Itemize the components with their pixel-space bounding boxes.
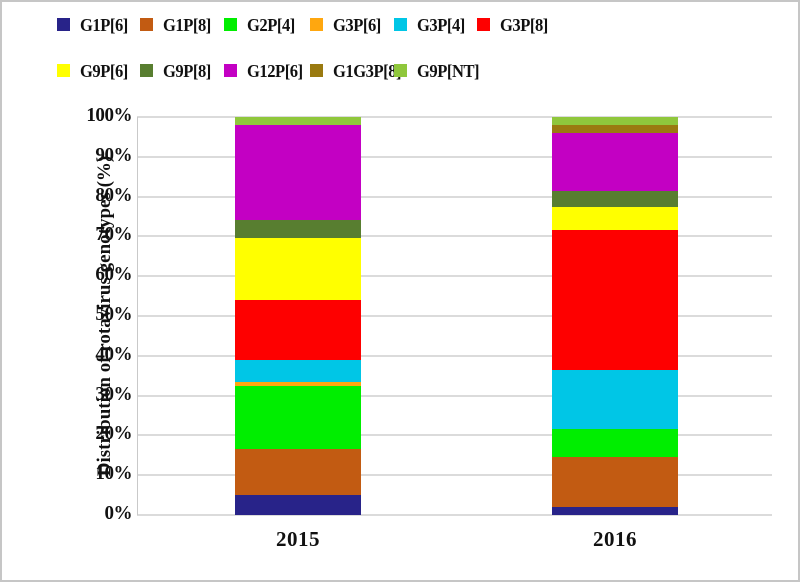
legend-label: G12P[6]	[247, 61, 303, 81]
gridline-90pct	[137, 155, 772, 158]
legend-label: G2P[4]	[247, 15, 295, 35]
bar-segment-2016-G1P[6]	[552, 507, 678, 515]
bar-segment-2016-G12P[6]	[552, 132, 678, 191]
bar-segment-2016-G3P[8]	[552, 230, 678, 370]
bar-segment-2016-G9P[NT]	[552, 117, 678, 125]
gridline-0pct	[137, 514, 772, 516]
gridline-50pct	[137, 315, 772, 317]
y-tick-label-10: 10%	[95, 462, 132, 485]
bar-segment-2015-G3P[8]	[235, 300, 361, 360]
bar-segment-2016-G9P[6]	[552, 206, 678, 231]
legend-label: G1P[8]	[163, 15, 211, 35]
gridline-40pct	[137, 354, 772, 357]
legend-color-swatch	[310, 64, 323, 77]
legend-color-swatch	[477, 18, 490, 31]
y-tick-label-90: 90%	[95, 143, 132, 166]
gridline-30pct	[137, 394, 772, 397]
gridline-70pct	[137, 235, 772, 238]
legend-label: G9P[8]	[163, 61, 211, 81]
gridline-100pct	[137, 116, 772, 118]
bar-segment-2015-G9P[NT]	[235, 117, 361, 125]
y-axis-line	[137, 117, 138, 515]
legend-label: G3P[8]	[500, 15, 548, 35]
y-tick-label-70: 70%	[95, 223, 132, 246]
bar-segment-2015-G1P[8]	[235, 449, 361, 496]
y-tick-label-20: 20%	[95, 422, 132, 445]
legend-label: G3P[6]	[333, 15, 381, 35]
y-tick-label-50: 50%	[95, 303, 132, 325]
gridline-10pct	[137, 474, 772, 477]
y-tick-label-60: 60%	[95, 263, 132, 286]
legend-color-swatch	[310, 18, 323, 31]
legend-color-swatch	[224, 18, 237, 31]
x-tick-label-2016: 2016	[593, 527, 637, 551]
legend-label: G1G3P[8]	[333, 61, 402, 81]
legend-color-swatch	[394, 64, 407, 77]
y-tick-label-30: 30%	[95, 382, 132, 405]
legend-color-swatch	[140, 18, 153, 31]
bar-segment-2015-G2P[4]	[235, 385, 361, 450]
bar-segment-2016-G3P[4]	[552, 369, 678, 430]
bar-segment-2016-G2P[4]	[552, 429, 678, 458]
y-tick-label-80: 80%	[95, 183, 132, 206]
legend-color-swatch	[140, 64, 153, 77]
bar-segment-2016-G1G3P[8]	[552, 124, 678, 133]
stacked-bar-2015	[235, 117, 361, 515]
bar-segment-2015-G3P[4]	[235, 359, 361, 382]
y-tick-label-100: 100%	[86, 104, 132, 126]
gridline-20pct	[137, 434, 772, 437]
legend-color-swatch	[57, 64, 70, 77]
legend-label: G3P[4]	[417, 15, 465, 35]
bar-segment-2015-G3P[6]	[235, 381, 361, 386]
legend-label: G9P[NT]	[417, 61, 480, 81]
bar-segment-2015-G9P[6]	[235, 238, 361, 301]
legend-label: G9P[6]	[80, 61, 128, 81]
stacked-bar-2016	[552, 117, 678, 515]
bar-segment-2016-G9P[8]	[552, 190, 678, 207]
y-tick-label-0: 0%	[104, 502, 132, 524]
gridline-80pct	[137, 195, 772, 198]
legend-color-swatch	[394, 18, 407, 31]
gridline-60pct	[137, 275, 772, 278]
plot-area	[137, 116, 772, 516]
legend-color-swatch	[224, 64, 237, 77]
bar-segment-2016-G1P[8]	[552, 457, 678, 508]
bar-segment-2015-G9P[8]	[235, 220, 361, 239]
bar-segment-2015-G1P[6]	[235, 495, 361, 515]
y-tick-label-40: 40%	[95, 342, 132, 365]
bar-segment-2015-G12P[6]	[235, 124, 361, 221]
legend-label: G1P[6]	[80, 15, 128, 35]
legend-color-swatch	[57, 18, 70, 31]
x-tick-label-2015: 2015	[276, 527, 320, 551]
